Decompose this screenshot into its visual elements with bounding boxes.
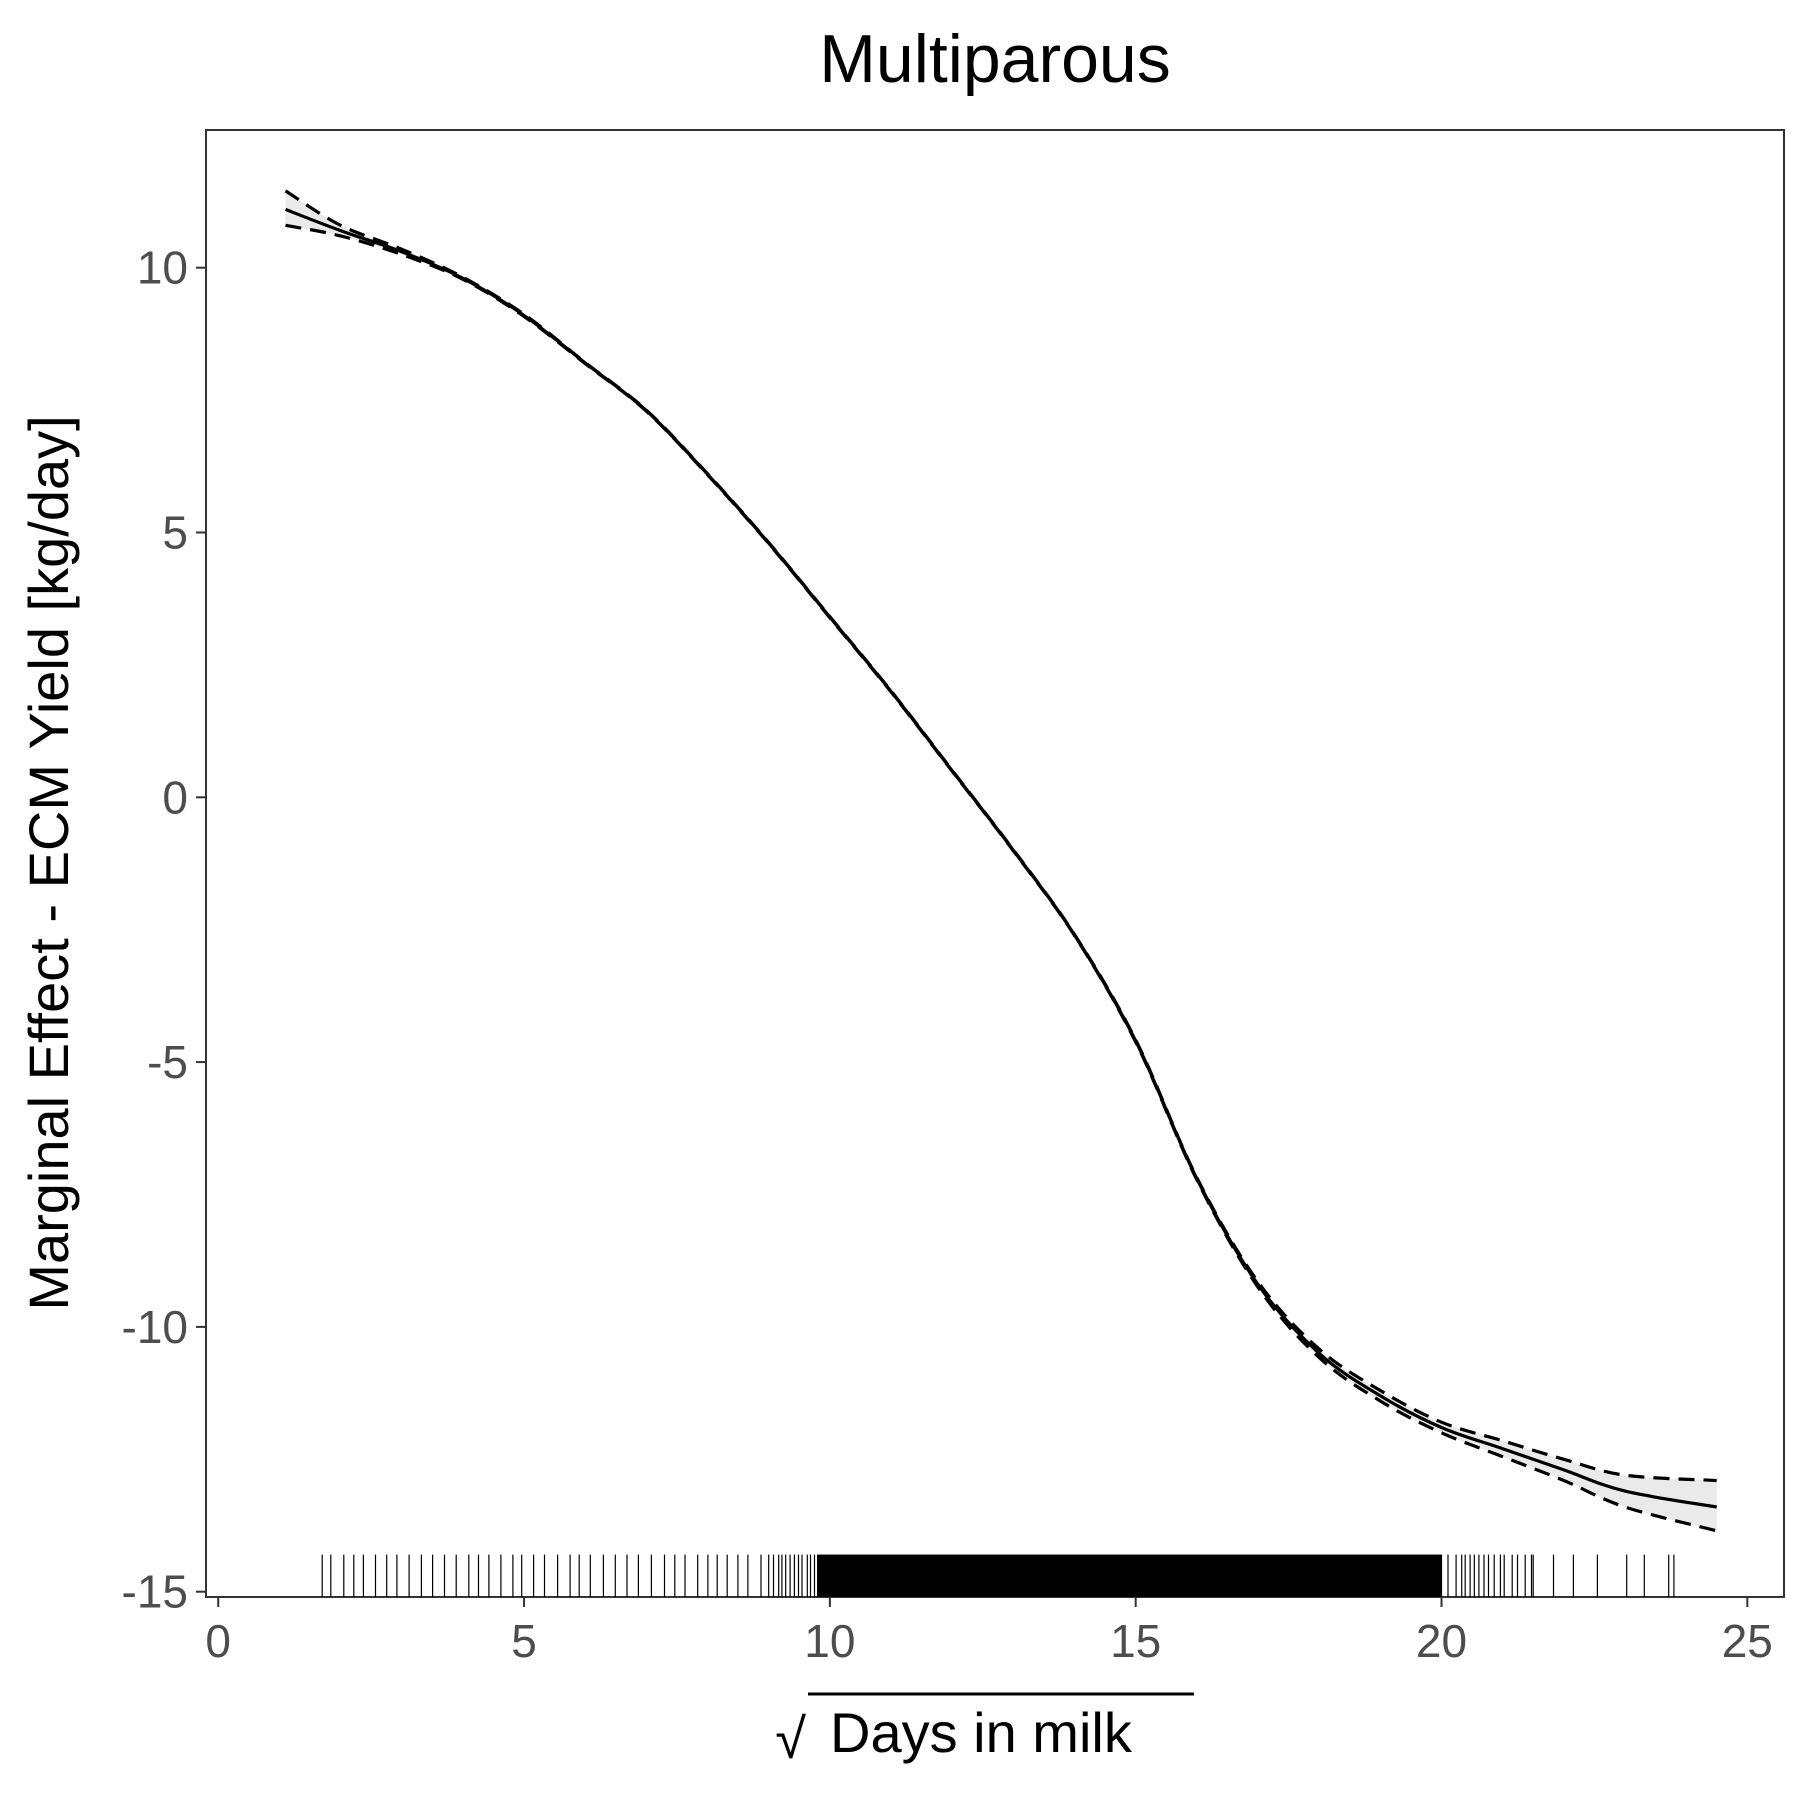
x-tick-label: 5 (511, 1615, 537, 1667)
y-axis-title: Marginal Effect - ECM Yield [kg/day] (17, 415, 80, 1310)
y-tick-label: 5 (162, 506, 188, 558)
fit-line (284, 207, 1717, 1509)
y-tick-label: -15 (122, 1566, 188, 1618)
plot-panel (205, 129, 1785, 1598)
series-lines (284, 189, 1718, 1533)
y-axis: -15 -10 -5 0 5 10 (122, 242, 206, 1618)
x-tick-label: 10 (804, 1615, 855, 1667)
x-tick-label: 20 (1416, 1615, 1467, 1667)
y-tick-label: -5 (147, 1036, 188, 1088)
x-axis-radical: √ (775, 1707, 806, 1770)
x-tick-label: 15 (1110, 1615, 1161, 1667)
y-tick-label: 0 (162, 771, 188, 823)
x-axis: 0 5 10 15 20 25 (205, 1597, 1773, 1667)
x-tick-label: 25 (1722, 1615, 1773, 1667)
rug-marks (321, 1554, 1675, 1597)
y-tick-label: 10 (137, 242, 188, 294)
y-tick-label: -10 (122, 1301, 188, 1353)
x-tick-label: 0 (205, 1615, 231, 1667)
chart-title: Multiparous (819, 21, 1171, 97)
x-axis-title: Days in milk (830, 1701, 1133, 1764)
